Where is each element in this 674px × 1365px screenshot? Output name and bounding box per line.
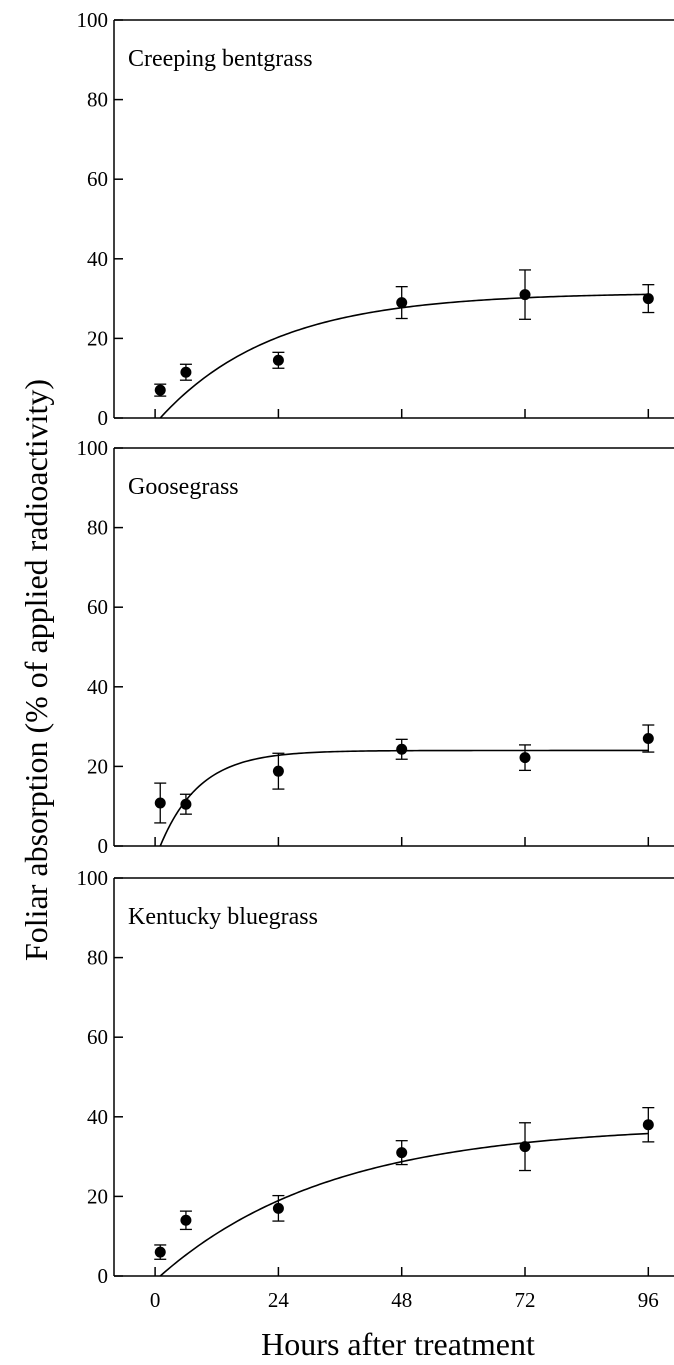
- y-tick-label: 60: [87, 595, 108, 619]
- y-tick-label: 60: [87, 1025, 108, 1049]
- x-tick-label: 24: [268, 1288, 290, 1312]
- data-point: [519, 752, 531, 764]
- data-point: [642, 1119, 654, 1131]
- panel-title: Goosegrass: [128, 474, 239, 500]
- y-axis-label: Foliar absorption (% of applied radioact…: [18, 379, 54, 961]
- data-point: [519, 1141, 531, 1153]
- y-tick-label: 80: [87, 88, 108, 112]
- panel-2: 0 20 40 60 80 100 Goosegrass: [77, 436, 674, 858]
- y-tick-label: 20: [87, 754, 108, 778]
- data-point: [396, 743, 408, 755]
- x-tick-label: 0: [150, 1288, 161, 1312]
- data-point: [154, 797, 166, 809]
- data-point: [642, 733, 654, 745]
- y-tick-label: 100: [77, 8, 109, 32]
- data-point: [272, 354, 284, 366]
- data-point: [396, 297, 408, 309]
- data-point: [180, 798, 192, 810]
- data-point: [180, 1214, 192, 1226]
- y-tick-label: 80: [87, 516, 108, 540]
- panel-title: Kentucky bluegrass: [128, 904, 318, 930]
- y-tick-label: 40: [87, 247, 108, 271]
- panel-title: Creeping bentgrass: [128, 46, 313, 72]
- data-point: [154, 384, 166, 396]
- x-tick-label: 48: [391, 1288, 412, 1312]
- x-axis-label: Hours after treatment: [261, 1326, 535, 1362]
- data-point: [519, 289, 531, 301]
- data-point: [396, 1147, 408, 1159]
- data-point: [154, 1246, 166, 1258]
- data-point: [272, 1202, 284, 1214]
- panels: 0 20 40 60 80 100 Creeping bentgrass 0 20 40 60 80 1…: [77, 8, 674, 1312]
- x-tick-label: 96: [638, 1288, 659, 1312]
- data-point: [272, 765, 284, 777]
- y-tick-label: 0: [98, 406, 109, 430]
- fit-curve: [159, 749, 649, 847]
- panel-3: 0 20 40 60 80 100 0 24 48 72 96 Kentucky bluegrass: [77, 866, 674, 1312]
- y-tick-label: 0: [98, 834, 109, 858]
- data-point: [642, 293, 654, 305]
- y-tick-label: 40: [87, 1105, 108, 1129]
- panel-1: 0 20 40 60 80 100 Creeping bentgrass: [77, 8, 674, 430]
- y-tick-label: 100: [77, 436, 109, 460]
- y-tick-label: 60: [87, 167, 108, 191]
- y-tick-label: 20: [87, 1184, 108, 1208]
- y-tick-label: 80: [87, 946, 108, 970]
- y-tick-label: 0: [98, 1264, 109, 1288]
- y-tick-label: 100: [77, 866, 109, 890]
- fit-curve: [159, 1132, 649, 1277]
- data-point: [180, 366, 192, 378]
- y-tick-label: 20: [87, 326, 108, 350]
- y-tick-label: 40: [87, 675, 108, 699]
- x-tick-label: 72: [515, 1288, 536, 1312]
- fit-curve: [159, 293, 649, 419]
